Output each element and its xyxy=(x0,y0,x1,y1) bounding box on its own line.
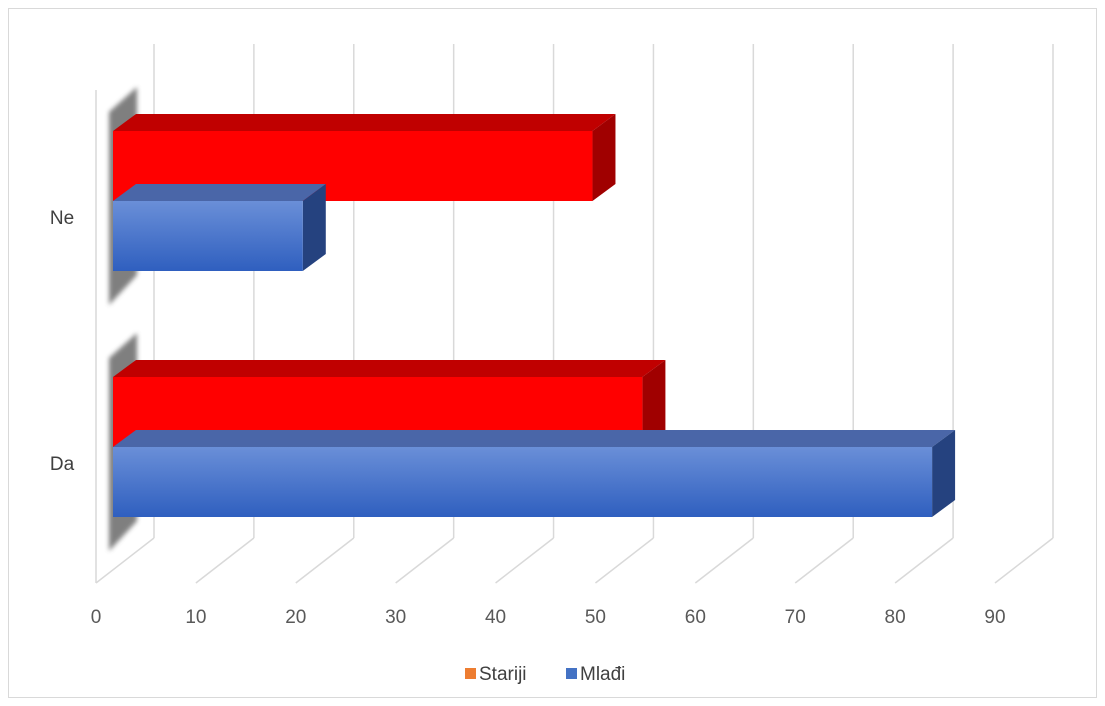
bar-top-face xyxy=(113,114,616,131)
x-tick-label: 60 xyxy=(685,607,706,628)
gridline-floor-40 xyxy=(495,537,555,584)
gridline-floor-80 xyxy=(894,537,954,584)
legend: Stariji Mlađi xyxy=(465,664,625,685)
gridline-floor-10 xyxy=(195,537,255,584)
legend-item-mladi: Mlađi xyxy=(566,664,625,685)
gridline-floor-60 xyxy=(694,537,754,584)
y-axis-category-labels: Da Ne xyxy=(50,208,75,475)
gridline-floor-30 xyxy=(395,537,455,584)
gridline-floor-20 xyxy=(295,537,355,584)
legend-label: Mlađi xyxy=(580,664,625,685)
bar-top-face xyxy=(113,360,666,377)
bar-side-face xyxy=(642,360,666,447)
bar-front-face xyxy=(113,447,933,517)
gridline-floor-50 xyxy=(594,537,654,584)
legend-label: Stariji xyxy=(479,664,527,685)
x-tick-label: 80 xyxy=(885,607,906,628)
x-tick-label: 30 xyxy=(385,607,406,628)
legend-item-stariji: Stariji xyxy=(465,664,527,685)
gridline-floor-90 xyxy=(994,537,1054,584)
bar-side-face xyxy=(302,184,326,271)
bars xyxy=(113,114,956,517)
x-tick-label: 50 xyxy=(585,607,606,628)
x-tick-label: 90 xyxy=(984,607,1005,628)
bar-side-face xyxy=(592,114,616,201)
x-tick-label: 20 xyxy=(285,607,306,628)
x-tick-label: 40 xyxy=(485,607,506,628)
bar-side-face xyxy=(932,430,956,517)
bar-top-face xyxy=(113,184,326,201)
x-tick-label: 70 xyxy=(785,607,806,628)
bar-mladi-ne xyxy=(113,184,326,271)
x-tick-label: 0 xyxy=(91,607,102,628)
gridline-floor-0 xyxy=(95,537,155,584)
legend-swatch xyxy=(465,668,476,679)
x-tick-label: 10 xyxy=(185,607,206,628)
bar-top-face xyxy=(113,430,956,447)
bar-mladi-da xyxy=(113,430,956,517)
x-axis-tick-labels: 0 10 20 30 40 50 60 70 80 90 xyxy=(91,607,1006,628)
gridline-floor-70 xyxy=(794,537,854,584)
legend-swatch xyxy=(566,668,577,679)
category-label-da: Da xyxy=(50,454,75,475)
bar-front-face xyxy=(113,201,303,271)
category-label-ne: Ne xyxy=(50,208,74,229)
